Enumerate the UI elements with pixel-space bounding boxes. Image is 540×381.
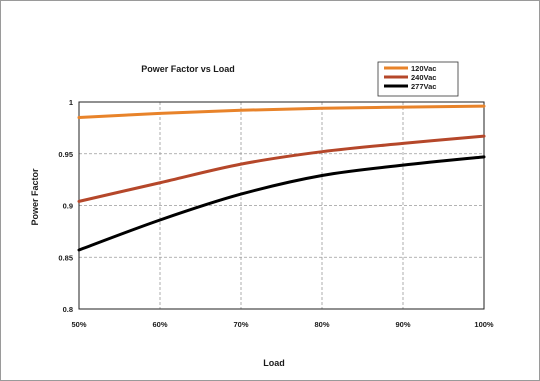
x-tick-label: 70% [233, 320, 248, 329]
grid [79, 102, 484, 309]
series-layer [77, 104, 486, 252]
series-line-240vac [77, 134, 486, 203]
y-tick-label: 0.95 [58, 150, 73, 159]
x-tick-label: 90% [395, 320, 410, 329]
x-tick-labels: 50% 60% 70% 80% 90% 100% [71, 320, 493, 329]
legend-label: 120Vac [411, 64, 436, 73]
x-tick-label: 60% [152, 320, 167, 329]
legend-label: 277Vac [411, 82, 436, 91]
y-tick-label: 0.9 [63, 202, 73, 211]
series-line-120vac [77, 104, 486, 120]
x-tick-label: 80% [314, 320, 329, 329]
plot-area [78, 101, 485, 310]
x-tick-label: 100% [474, 320, 494, 329]
y-tick-label: 0.85 [58, 253, 73, 262]
x-axis-label: Load [263, 358, 285, 368]
y-tick-label: 1 [69, 98, 73, 107]
y-tick-label: 0.8 [63, 305, 73, 314]
chart-title: Power Factor vs Load [141, 64, 235, 74]
x-tick-label: 50% [71, 320, 86, 329]
series-line-277vac [77, 155, 486, 252]
legend-label: 240Vac [411, 73, 436, 82]
y-tick-labels: 0.8 0.85 0.9 0.95 1 [58, 98, 73, 314]
y-axis-label: Power Factor [30, 168, 40, 226]
